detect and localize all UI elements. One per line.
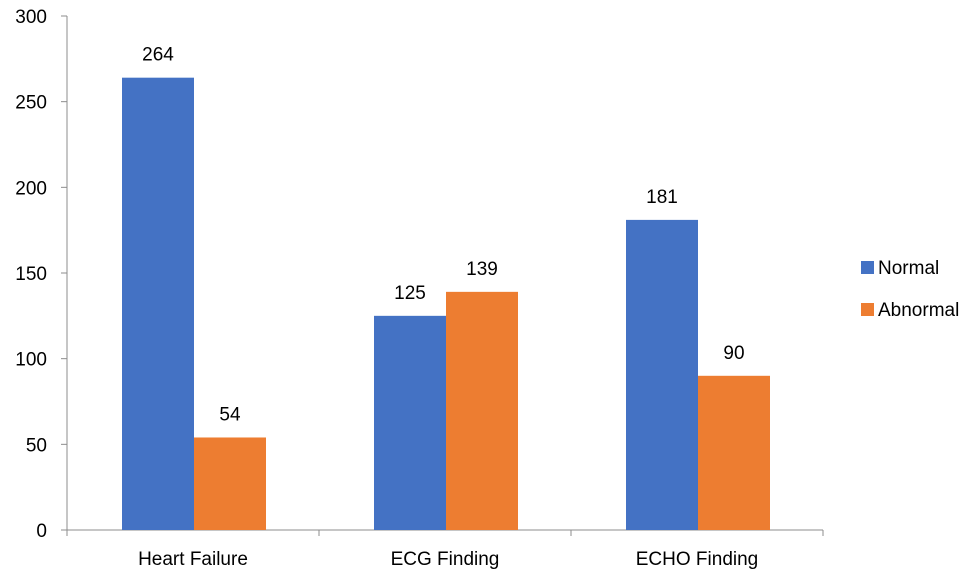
y-tick-label: 50 <box>26 435 47 456</box>
data-label: 54 <box>219 404 241 425</box>
axes: 0 50 100 150 200 250 300 Heart Failure ECG Findi… <box>15 7 824 570</box>
y-tick-label: 200 <box>15 178 47 199</box>
x-category-label: ECG Finding <box>391 549 500 570</box>
bar-normal <box>626 219 698 531</box>
x-category-label: ECHO Finding <box>636 549 759 570</box>
data-label: 264 <box>142 45 174 66</box>
data-label: 139 <box>466 259 498 280</box>
data-labels: 264 54 125 139 181 90 <box>142 45 744 426</box>
y-tick-label: 250 <box>15 93 47 114</box>
data-label: 90 <box>723 343 744 364</box>
y-tick-label: 150 <box>15 264 47 285</box>
bar-normal <box>122 77 194 531</box>
y-tick-label: 300 <box>15 7 47 28</box>
legend-swatch-abnormal <box>861 303 874 316</box>
legend-label-abnormal: Abnormal <box>878 300 959 321</box>
legend: Normal Abnormal <box>861 258 959 321</box>
data-label: 181 <box>646 187 678 208</box>
bar-abnormal <box>698 375 770 530</box>
y-tick-label: 0 <box>36 521 47 542</box>
bar-abnormal <box>446 291 518 530</box>
data-label: 125 <box>394 283 426 304</box>
bars <box>122 77 770 531</box>
y-tick-label: 100 <box>15 350 47 371</box>
bar-abnormal <box>194 437 266 530</box>
x-category-label: Heart Failure <box>138 549 248 570</box>
legend-label-normal: Normal <box>878 258 939 279</box>
bar-normal <box>374 315 446 530</box>
legend-swatch-normal <box>861 261 874 274</box>
